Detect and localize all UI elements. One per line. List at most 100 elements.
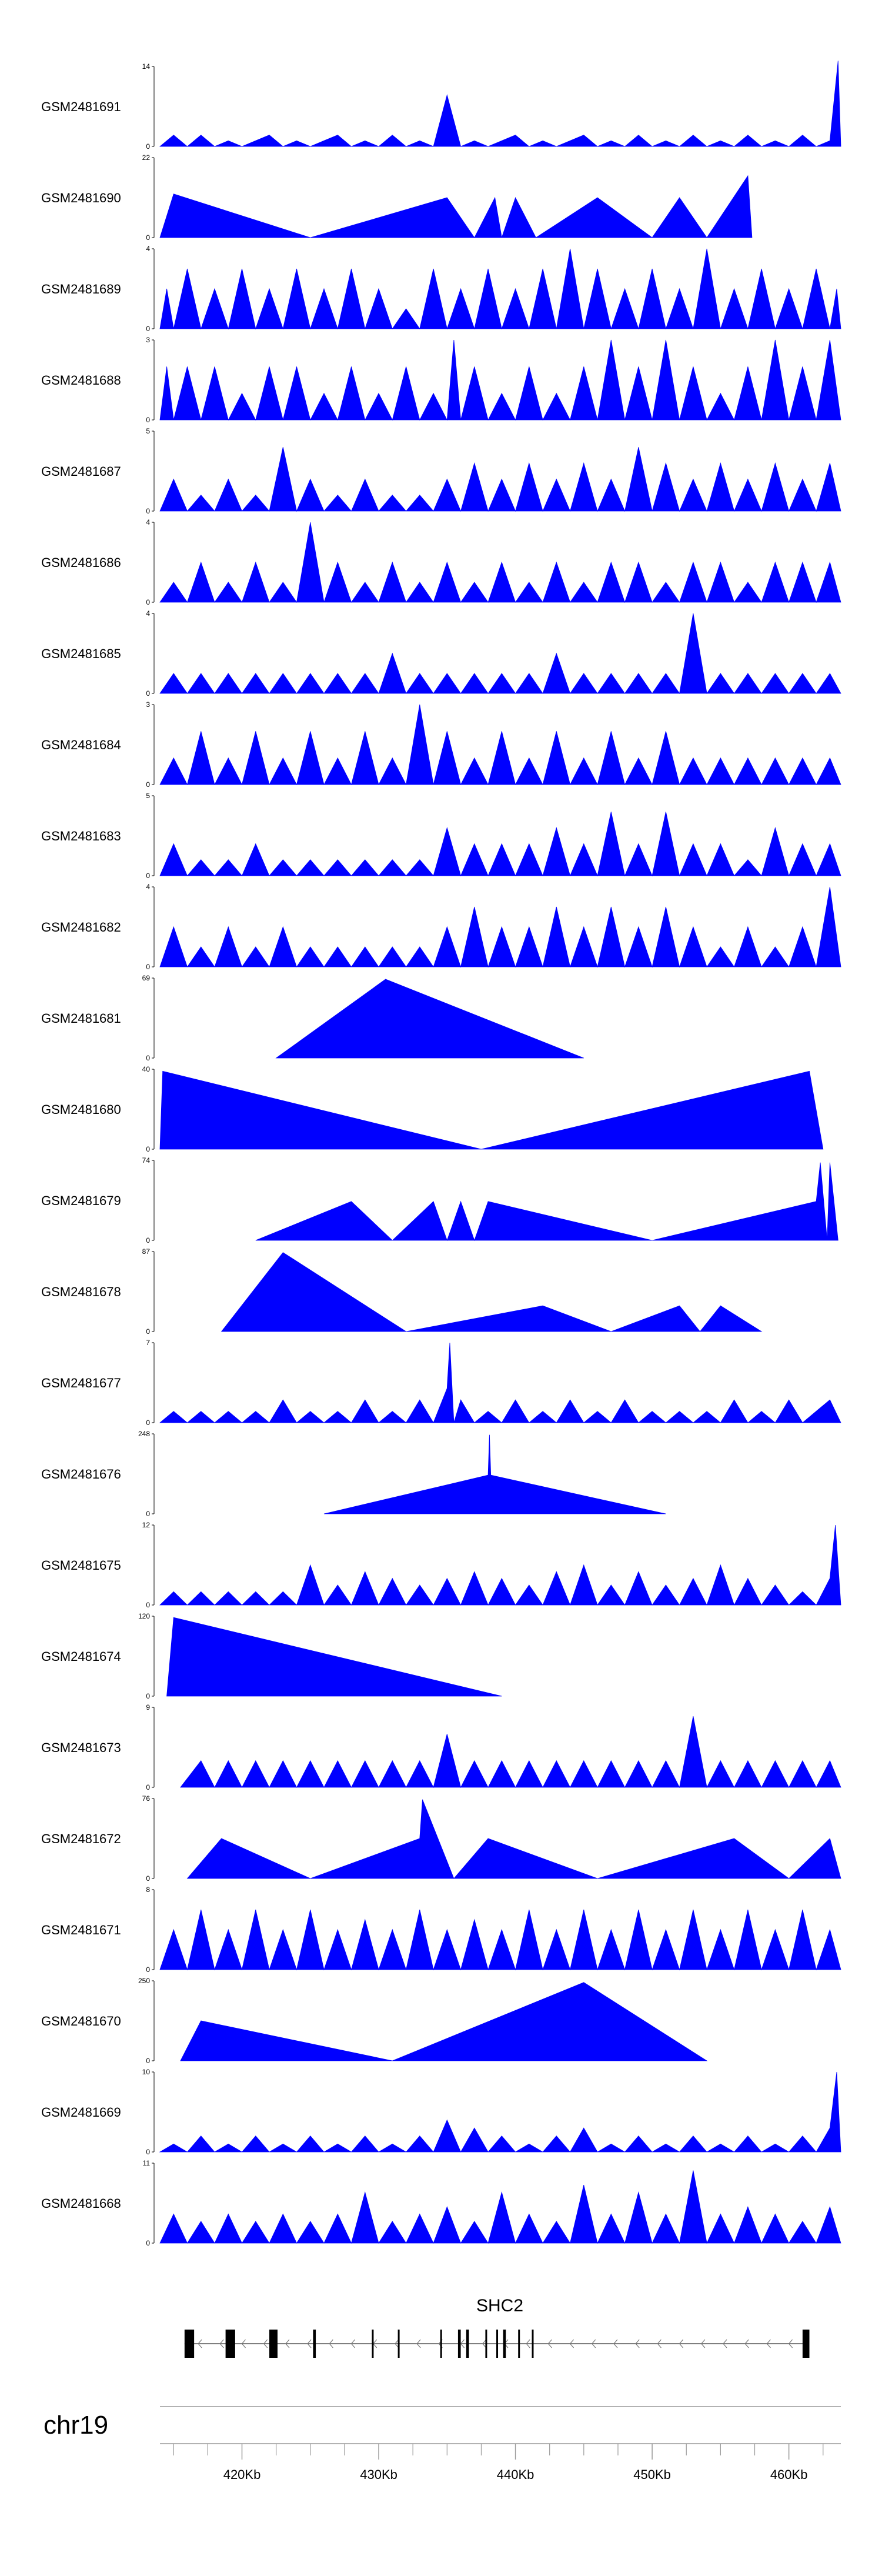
track-label: GSM2481674 xyxy=(41,1649,121,1664)
track-label: GSM2481671 xyxy=(41,1923,121,1937)
y-tick-label-max: 74 xyxy=(142,1156,151,1164)
strand-arrow xyxy=(482,2339,487,2348)
y-tick-label-min: 0 xyxy=(146,1510,150,1518)
coverage-area xyxy=(159,447,841,512)
track-GSM2481673: GSM2481673 9 0 xyxy=(41,1703,841,1791)
exon-block xyxy=(313,2330,316,2358)
track-label: GSM2481681 xyxy=(41,1011,121,1026)
track-GSM2481671: GSM2481671 8 0 xyxy=(41,1886,841,1974)
coverage-area xyxy=(159,812,841,877)
y-tick-label-min: 0 xyxy=(146,1874,150,1883)
track-label: GSM2481688 xyxy=(41,373,121,388)
exon-block xyxy=(457,2330,461,2358)
track-label: GSM2481673 xyxy=(41,1740,121,1755)
y-tick-label-min: 0 xyxy=(146,507,150,515)
y-tick-label-max: 3 xyxy=(146,336,150,344)
y-tick-label-max: 5 xyxy=(146,792,150,800)
exon-block xyxy=(397,2330,400,2358)
track-GSM2481672: GSM2481672 76 0 xyxy=(41,1794,841,1883)
track-GSM2481686: GSM2481686 4 0 xyxy=(41,518,841,606)
exon-block xyxy=(466,2330,469,2358)
track-GSM2481670: GSM2481670 250 0 xyxy=(41,1977,708,2065)
x-tick-label: 420Kb xyxy=(223,2467,261,2482)
coverage-area xyxy=(159,2071,841,2153)
track-label: GSM2481690 xyxy=(41,191,121,205)
strand-arrow xyxy=(744,2339,749,2348)
y-tick-label-max: 5 xyxy=(146,427,150,435)
strand-arrow xyxy=(592,2339,596,2348)
coverage-area xyxy=(255,1162,838,1242)
track-label: GSM2481676 xyxy=(41,1467,121,1481)
strand-arrow xyxy=(701,2339,706,2348)
exon-block xyxy=(440,2330,442,2358)
y-tick-label-min: 0 xyxy=(146,1054,150,1062)
y-tick-label-min: 0 xyxy=(146,1966,150,1974)
track-GSM2481685: GSM2481685 4 0 xyxy=(41,609,841,698)
exon-block xyxy=(269,2330,278,2358)
track-label: GSM2481678 xyxy=(41,1284,121,1299)
coverage-area xyxy=(159,704,841,786)
track-label: GSM2481669 xyxy=(41,2105,121,2120)
y-tick-label-min: 0 xyxy=(146,963,150,971)
strand-arrow xyxy=(416,2339,421,2348)
track-label: GSM2481689 xyxy=(41,282,121,296)
strand-arrow xyxy=(679,2339,684,2348)
y-tick-label-max: 4 xyxy=(146,245,150,253)
track-label: GSM2481668 xyxy=(41,2196,121,2211)
strand-arrow xyxy=(329,2339,333,2348)
track-GSM2481669: GSM2481669 10 0 xyxy=(41,2068,841,2156)
track-label: GSM2481683 xyxy=(41,829,121,843)
strand-arrow xyxy=(788,2339,793,2348)
track-GSM2481680: GSM2481680 40 0 xyxy=(41,1065,824,1153)
strand-arrow xyxy=(613,2339,618,2348)
track-GSM2481679: GSM2481679 74 0 xyxy=(41,1156,838,1244)
track-label: GSM2481691 xyxy=(41,99,121,114)
exon-block xyxy=(532,2330,534,2358)
coverage-area xyxy=(186,1799,841,1879)
coverage-area xyxy=(180,1982,708,2061)
y-tick-label-max: 40 xyxy=(142,1065,151,1073)
exon-block xyxy=(518,2330,520,2358)
track-GSM2481681: GSM2481681 69 0 xyxy=(41,974,584,1062)
coverage-area xyxy=(159,1342,841,1423)
y-tick-label-max: 9 xyxy=(146,1703,150,1711)
x-tick-label: 460Kb xyxy=(770,2467,808,2482)
data-tracks: GSM2481691140GSM2481690220GSM248168940GS… xyxy=(41,61,841,2247)
y-tick-label-min: 0 xyxy=(146,689,150,698)
exon-block xyxy=(496,2330,499,2358)
y-tick-label-min: 0 xyxy=(146,1601,150,1609)
coverage-area xyxy=(159,61,841,147)
exon-block xyxy=(802,2330,810,2358)
y-tick-label-max: 22 xyxy=(142,154,151,162)
chromosome-label: chr19 xyxy=(44,2411,108,2440)
track-label: GSM2481670 xyxy=(41,2014,121,2028)
coverage-area xyxy=(180,1716,841,1788)
track-label: GSM2481687 xyxy=(41,464,121,479)
strand-arrow xyxy=(526,2339,530,2348)
track-GSM2481674: GSM2481674 120 0 xyxy=(41,1612,502,1700)
track-GSM2481688: GSM2481688 3 0 xyxy=(41,336,841,424)
x-tick-label: 430Kb xyxy=(360,2467,397,2482)
y-tick-label-max: 11 xyxy=(143,2159,151,2167)
strand-arrow xyxy=(198,2339,202,2348)
coverage-area xyxy=(159,886,841,968)
y-tick-label-max: 69 xyxy=(142,974,151,982)
track-GSM2481676: GSM2481676 248 0 xyxy=(41,1430,666,1518)
track-GSM2481675: GSM2481675 12 0 xyxy=(41,1521,841,1609)
track-GSM2481689: GSM2481689 4 0 xyxy=(41,245,841,333)
coverage-area xyxy=(159,613,841,695)
track-GSM2481690: GSM2481690 22 0 xyxy=(41,154,753,242)
exon-block xyxy=(372,2330,374,2358)
coverage-area xyxy=(159,248,841,330)
coverage-area xyxy=(159,522,841,603)
strand-arrow xyxy=(219,2339,224,2348)
y-tick-label-min: 0 xyxy=(146,325,150,333)
y-tick-label-max: 14 xyxy=(142,62,151,71)
y-tick-label-max: 87 xyxy=(142,1247,151,1256)
exon-block xyxy=(503,2330,506,2358)
gene-annotation-track: SHC2 xyxy=(184,2296,810,2358)
y-tick-label-min: 0 xyxy=(146,2148,150,2156)
y-tick-label-max: 3 xyxy=(146,700,150,709)
coverage-area xyxy=(275,979,584,1059)
y-tick-label-min: 0 xyxy=(146,142,150,151)
